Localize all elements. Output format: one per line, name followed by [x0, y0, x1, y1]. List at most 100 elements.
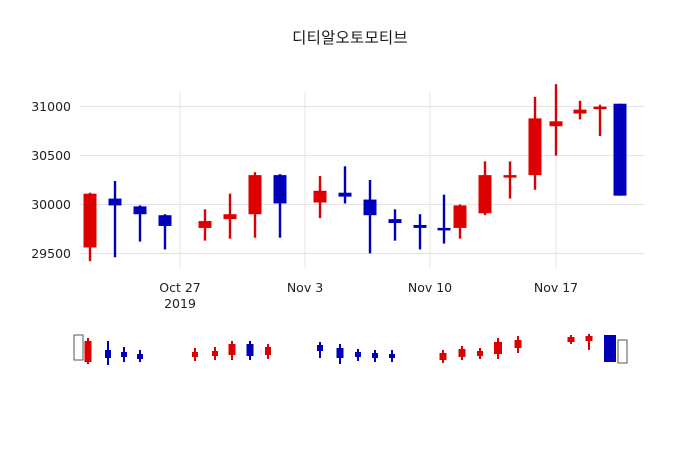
overview-candle-wick	[588, 334, 590, 350]
overview-candlestick[interactable]	[585, 334, 593, 350]
candlestick[interactable]	[83, 192, 97, 262]
y-axis-ticks: 29500 30000 30500 31000	[31, 99, 71, 261]
x-axis-tick-label: Oct 27	[159, 280, 201, 295]
range-overview-panel[interactable]	[84, 334, 617, 365]
overview-candle-body	[355, 352, 361, 357]
candlestick[interactable]	[613, 103, 627, 196]
candlestick[interactable]	[503, 161, 517, 199]
candlestick[interactable]	[528, 96, 542, 190]
candle-wick	[508, 161, 512, 199]
candle-wick	[554, 84, 558, 156]
candlestick[interactable]	[158, 214, 172, 250]
candle-body	[363, 199, 377, 216]
overview-candlestick[interactable]	[389, 350, 395, 362]
overview-candle-body	[246, 344, 254, 356]
candle-wick	[442, 194, 446, 244]
candlestick[interactable]	[388, 209, 402, 241]
overview-candlestick[interactable]	[336, 344, 344, 364]
overview-candlestick[interactable]	[137, 350, 143, 362]
candlestick[interactable]	[413, 214, 427, 250]
overview-candlestick[interactable]	[317, 342, 323, 358]
overview-candlestick[interactable]	[604, 335, 616, 362]
candle-wick	[113, 180, 117, 258]
candlestick[interactable]	[248, 172, 262, 238]
y-axis-tick-label: 30000	[31, 197, 71, 212]
range-handle-right[interactable]	[617, 339, 628, 364]
candlestick[interactable]	[549, 84, 563, 156]
candlestick[interactable]	[573, 100, 587, 120]
candle-body	[248, 175, 262, 215]
candle-wick	[393, 209, 397, 241]
candle-wick	[418, 214, 422, 250]
candlestick[interactable]	[453, 204, 467, 239]
candle-body	[198, 221, 212, 228]
overview-candlestick[interactable]	[372, 350, 378, 362]
overview-candle-body	[389, 354, 395, 358]
overview-candlestick[interactable]	[567, 335, 575, 344]
candle-body	[613, 103, 627, 196]
candlestick[interactable]	[313, 176, 327, 219]
overview-candlestick[interactable]	[265, 344, 271, 359]
candle-wick	[138, 205, 142, 242]
candle-wick	[343, 166, 347, 204]
candle-body	[108, 198, 122, 206]
overview-candle-body	[336, 348, 344, 358]
overview-candlestick[interactable]	[105, 341, 111, 365]
overview-candle-body	[585, 336, 593, 341]
overview-candle-body	[317, 345, 323, 351]
overview-candlestick[interactable]	[84, 338, 92, 364]
candle-wick	[163, 214, 167, 250]
candlestick[interactable]	[593, 104, 607, 136]
candlestick[interactable]	[273, 174, 287, 238]
overview-candlestick[interactable]	[212, 347, 218, 360]
candlestick-series[interactable]	[83, 84, 627, 262]
grid-lines	[80, 92, 645, 268]
overview-candlestick[interactable]	[246, 341, 254, 360]
overview-candlestick[interactable]	[458, 346, 466, 360]
candlestick[interactable]	[437, 194, 451, 244]
overview-candle-body	[567, 337, 575, 342]
candle-body	[549, 121, 563, 127]
candlestick[interactable]	[478, 161, 492, 216]
candle-body	[273, 175, 287, 204]
candle-wick	[368, 180, 372, 254]
y-axis-tick-label: 30500	[31, 148, 71, 163]
candlestick[interactable]	[108, 180, 122, 258]
overview-candlestick[interactable]	[439, 350, 447, 363]
candlestick[interactable]	[133, 205, 147, 242]
candle-body	[573, 109, 587, 114]
overview-candle-body	[514, 340, 522, 348]
overview-candle-body	[458, 349, 466, 357]
candle-body	[133, 206, 147, 215]
candle-body	[437, 227, 451, 231]
range-handle-left[interactable]	[73, 334, 84, 361]
candlestick[interactable]	[223, 193, 237, 239]
x-axis-tick-sublabel: 2019	[164, 296, 196, 311]
overview-candle-body	[192, 352, 198, 357]
overview-candlestick[interactable]	[121, 347, 127, 362]
overview-candlestick[interactable]	[514, 336, 522, 353]
overview-candle-body	[137, 354, 143, 359]
candle-body	[528, 118, 542, 176]
overview-candle-body	[228, 344, 236, 355]
overview-candlestick[interactable]	[228, 341, 236, 360]
chart-title: 디티알오토모티브	[292, 29, 408, 47]
overview-candle-body	[212, 351, 218, 356]
candle-body	[503, 175, 517, 178]
candlestick[interactable]	[363, 180, 377, 254]
x-axis-tick-label: Nov 3	[287, 280, 323, 295]
overview-candle-body	[84, 341, 92, 362]
overview-candlestick[interactable]	[477, 348, 483, 359]
overview-candlestick[interactable]	[192, 348, 198, 361]
overview-candle-body	[604, 335, 616, 362]
candlestick[interactable]	[198, 209, 212, 241]
candle-body	[593, 106, 607, 110]
overview-candlestick[interactable]	[494, 338, 502, 359]
candle-body	[158, 215, 172, 226]
overview-candle-body	[494, 342, 502, 354]
range-selector-handles[interactable]	[73, 334, 628, 364]
candle-body	[478, 175, 492, 214]
candlestick[interactable]	[338, 166, 352, 204]
overview-candlestick[interactable]	[355, 349, 361, 361]
